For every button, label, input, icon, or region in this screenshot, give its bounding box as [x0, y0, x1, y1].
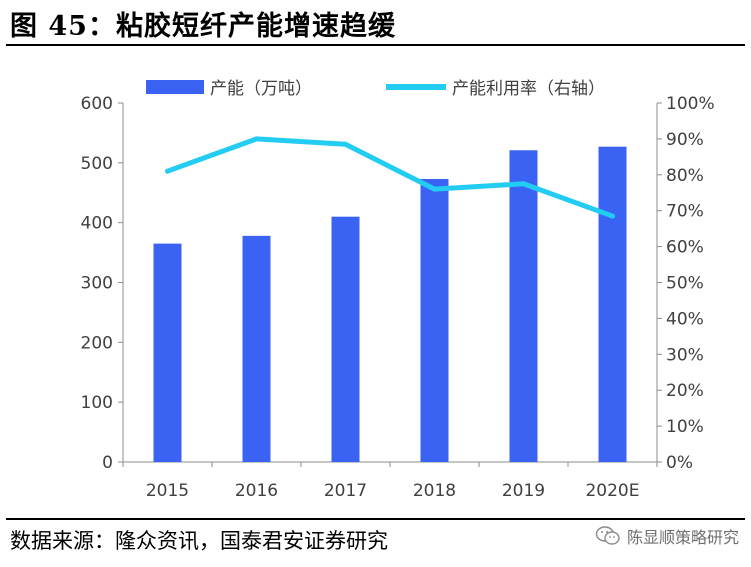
legend-bar-label: 产能（万吨） — [210, 79, 312, 99]
y-tick-label: 400 — [81, 214, 113, 234]
y2-tick-label: 50% — [666, 274, 704, 294]
line-series — [165, 136, 615, 219]
y-tick-label: 600 — [81, 94, 113, 114]
bar — [598, 146, 627, 462]
y2-tick-label: 80% — [666, 166, 704, 186]
y2-tick-label: 100% — [666, 94, 715, 114]
figure-title: 图 45：粘胶短纤产能增速趋缓 — [10, 11, 396, 42]
bar-series — [153, 146, 627, 463]
chart: 产能（万吨） 产能利用率（右轴） 0 100 200 300 400 500 600 0% 10… — [81, 79, 715, 501]
x-tick-label: 2019 — [502, 481, 545, 501]
x-tick-label: 2015 — [146, 481, 189, 501]
bar — [331, 216, 360, 462]
footer-rule — [6, 518, 745, 520]
watermark-label: 陈显顺策略研究 — [626, 528, 739, 547]
x-tick-label: 2020E — [585, 481, 639, 501]
y-tick-label: 100 — [81, 393, 113, 413]
bar — [242, 235, 271, 462]
y-tick-label: 300 — [81, 274, 113, 294]
legend: 产能（万吨） 产能利用率（右轴） — [146, 79, 605, 99]
utilization-line — [165, 136, 615, 219]
y-tick-label: 200 — [81, 333, 113, 353]
y-tick-label: 500 — [81, 154, 113, 174]
bar — [153, 243, 182, 462]
line-point — [165, 168, 170, 174]
title-rule — [6, 44, 745, 46]
x-tick-label: 2018 — [413, 481, 456, 501]
x-tick-label: 2016 — [235, 481, 278, 501]
bar — [420, 178, 449, 462]
wechat-icon — [595, 526, 620, 545]
y2-tick-label: 60% — [666, 238, 704, 258]
line-point — [254, 136, 259, 142]
line-point — [432, 186, 437, 192]
source-note: 数据来源：隆众资讯，国泰君安证券研究 — [10, 529, 388, 553]
x-tick-label: 2017 — [324, 481, 367, 501]
y2-tick-label: 20% — [666, 381, 704, 401]
watermark: 陈显顺策略研究 — [595, 524, 739, 548]
y2-tick-label: 70% — [666, 202, 704, 222]
legend-line-label: 产能利用率（右轴） — [452, 79, 605, 99]
y2-tick-label: 10% — [666, 417, 704, 437]
y2-tick-label: 0% — [666, 453, 693, 473]
y2-tick-label: 90% — [666, 130, 704, 150]
line-point — [521, 181, 526, 187]
line-point — [610, 213, 615, 219]
axes: 0 100 200 300 400 500 600 0% 10% 20% 30% 40% 50% 60% 7… — [81, 94, 715, 501]
y2-tick-label: 40% — [666, 309, 704, 329]
bar — [509, 150, 538, 463]
line-point — [343, 141, 348, 147]
y-tick-label: 0 — [102, 453, 113, 473]
legend-bar-swatch — [146, 80, 204, 94]
y2-tick-label: 30% — [666, 345, 704, 365]
